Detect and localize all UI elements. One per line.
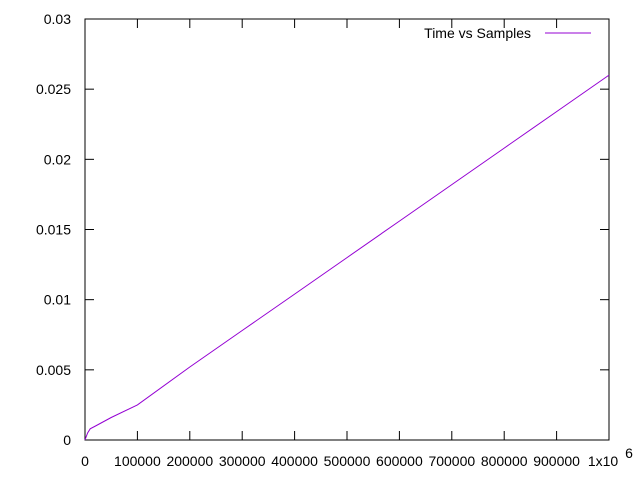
legend-label: Time vs Samples	[424, 25, 531, 41]
y-tick-label: 0.01	[44, 292, 71, 308]
y-tick-label: 0.015	[36, 222, 71, 238]
x-tick-label: 1x10	[588, 453, 619, 469]
series-line	[84, 74, 610, 441]
x-tick-label: 900000	[533, 453, 580, 469]
y-axis: 0 0.005 0.01 0.015 0.02 0.025 0.03	[36, 11, 609, 448]
y-tick-label: 0.02	[44, 151, 71, 167]
x-tick-label: 800000	[481, 453, 528, 469]
x-tick-label: 100000	[114, 453, 161, 469]
y-tick-label: 0.03	[44, 11, 71, 27]
x-tick-label: 0	[81, 453, 89, 469]
legend: Time vs Samples	[424, 25, 591, 41]
y-tick-label: 0.025	[36, 81, 71, 97]
x-axis: 0 100000 200000 300000 400000 500000 600000 700…	[81, 19, 633, 469]
x-multiplier-exponent: 6	[625, 445, 633, 461]
y-tick-label: 0	[63, 432, 71, 448]
x-tick-label: 600000	[376, 453, 423, 469]
x-tick-label: 400000	[271, 453, 318, 469]
x-tick-label: 700000	[428, 453, 475, 469]
series-layer	[84, 74, 610, 441]
x-tick-label: 200000	[166, 453, 213, 469]
x-tick-label: 300000	[219, 453, 266, 469]
x-tick-label: 500000	[324, 453, 371, 469]
y-tick-label: 0.005	[36, 362, 71, 378]
plot-frame	[84, 18, 610, 441]
